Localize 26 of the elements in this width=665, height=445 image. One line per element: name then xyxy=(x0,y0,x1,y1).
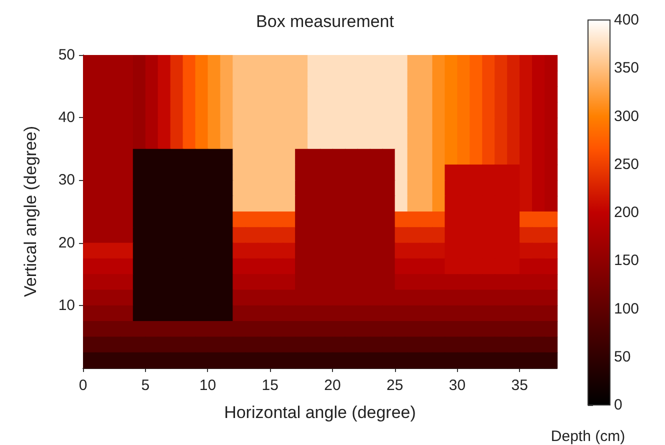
color-bar-title: Depth (cm) xyxy=(550,428,626,445)
x-tick-label: 25 xyxy=(386,377,404,394)
x-tick-label: 5 xyxy=(141,377,150,394)
y-tick-label: 10 xyxy=(58,296,75,314)
x-tick-label: 10 xyxy=(199,377,216,394)
color-bar-label: 200 xyxy=(614,204,640,221)
y-tick-label: 40 xyxy=(58,109,75,126)
x-tick-label: 35 xyxy=(511,377,528,394)
color-bar-label: 250 xyxy=(614,156,640,173)
y-axis-title: Vertical angle (degree) xyxy=(21,126,40,298)
color-bar-label: 0 xyxy=(614,396,622,414)
y-tick-label: 20 xyxy=(58,234,75,252)
color-bar-label: 50 xyxy=(614,348,631,366)
x-axis-title: Horizontal angle (degree) xyxy=(224,403,416,422)
color-bar-label: 300 xyxy=(614,108,640,125)
x-tick-label: 30 xyxy=(448,377,466,394)
color-bar-label: 100 xyxy=(614,300,640,318)
color-bar-label: 400 xyxy=(614,12,640,28)
x-tick-label: 15 xyxy=(262,377,278,394)
chart-title: Box measurement xyxy=(256,12,394,31)
x-tick-label: 20 xyxy=(324,377,341,394)
y-tick-label: 30 xyxy=(58,172,75,189)
x-tick-label: 0 xyxy=(78,377,88,394)
y-tick-label: 50 xyxy=(58,46,75,64)
color-bar-label: 350 xyxy=(614,60,640,77)
color-bar-label: 150 xyxy=(614,252,640,270)
